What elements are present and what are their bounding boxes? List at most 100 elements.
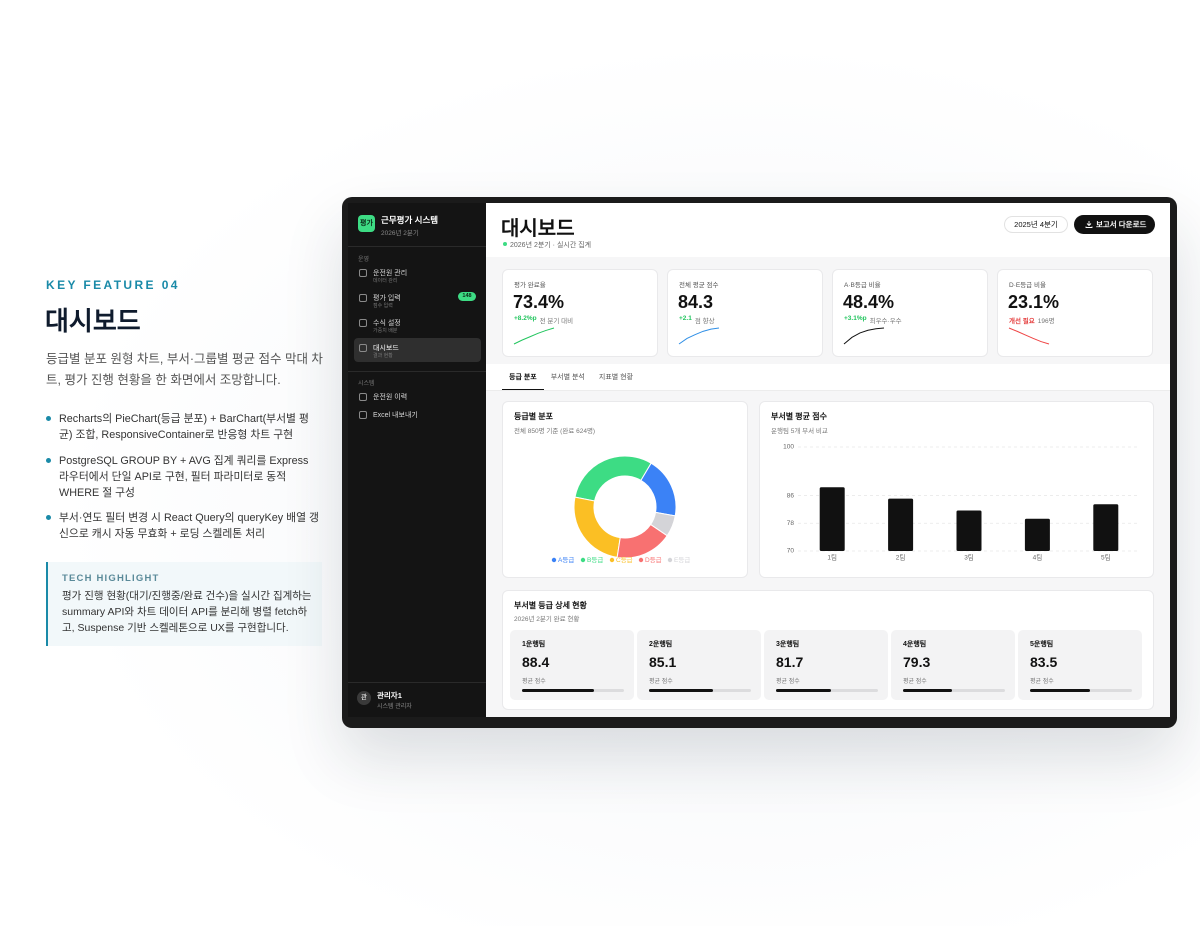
legend-dot: [580, 557, 586, 563]
nav-sub: 점수 입력: [373, 303, 393, 309]
kpi-delta-row: +2.1 점 향상: [679, 315, 715, 325]
team-name: 4운행팀: [903, 641, 927, 648]
x-tick-label: 5팀: [1101, 554, 1111, 562]
team-score-label: 평균 점수: [649, 679, 673, 685]
tab[interactable]: 부서별 분석: [550, 374, 585, 381]
legend-dot: [609, 557, 615, 563]
legend-label: C등급: [616, 556, 633, 564]
kpi-label: 평가 완료율: [514, 282, 546, 289]
bullet-text: 부서·연도 필터 변경 시 React Query의 queryKey 배열 갱…: [59, 512, 319, 540]
tab[interactable]: 지표별 현황: [598, 374, 634, 381]
nav-icon: [359, 344, 367, 352]
team-card: [764, 630, 888, 700]
feature-description: 등급별 분포 원형 차트, 부서·그룹별 평균 점수 막대 차트, 평가 진행 …: [46, 352, 323, 387]
chart-subtitle: 운행팀 5개 부서 비교: [771, 428, 828, 435]
kpi-card: [667, 269, 823, 357]
nav-icon: [359, 319, 367, 327]
kpi-delta-row: +3.1%p 최우수·우수: [844, 315, 902, 325]
team-name: 5운행팀: [1030, 641, 1054, 648]
feature-title: 대시보드: [45, 306, 141, 336]
period-select[interactable]: 2025년 4분기: [1004, 216, 1068, 233]
progress-fill: [649, 689, 714, 692]
chart-subtitle: 전체 850명 기준 (완료 624명): [514, 428, 596, 435]
bar: [1093, 504, 1119, 551]
sparkline: [843, 327, 885, 345]
nav-icon: [359, 294, 367, 302]
nav-label[interactable]: 수식 설정: [373, 320, 401, 327]
bar: [888, 498, 914, 551]
progress-fill: [1030, 689, 1091, 692]
sparkline-line: [843, 327, 885, 345]
nav-icon: [359, 393, 367, 401]
kpi-label: 전체 평균 점수: [679, 282, 719, 289]
legend-dot: [551, 557, 557, 563]
bullet-dot: [46, 515, 51, 520]
nav-sub: 결과 현황: [373, 353, 393, 359]
divider: [348, 682, 486, 683]
sparkline-line: [678, 327, 720, 345]
team-score-label: 평균 점수: [903, 679, 927, 685]
bullet-dot: [46, 458, 51, 463]
sparkline: [513, 327, 555, 345]
nav-section-title: 운영: [358, 257, 370, 263]
user-name: 관리자1: [377, 691, 402, 700]
download-icon: [1085, 221, 1093, 228]
kpi-delta: +8.2%p: [514, 315, 537, 322]
y-tick-label: 100: [783, 444, 794, 451]
legend-dot: [667, 557, 673, 563]
x-tick-label: 1팀: [827, 554, 837, 562]
kpi-value: 48.4%: [843, 292, 895, 312]
nav-label[interactable]: Excel 내보내기: [373, 412, 418, 419]
team-score-label: 평균 점수: [1030, 679, 1054, 685]
detail-subtitle: 2026년 2분기 완료 현황: [514, 616, 580, 623]
progress-track: [649, 689, 751, 692]
divider: [348, 371, 486, 372]
bar: [956, 510, 982, 551]
nav-icon: [359, 411, 367, 419]
nav-active-bg: [354, 338, 481, 362]
team-score: 83.5: [1030, 654, 1058, 670]
progress-fill: [903, 689, 952, 692]
logo: 평가: [358, 215, 375, 232]
kpi-card: [832, 269, 988, 357]
kpi-label: D·E등급 비율: [1009, 282, 1046, 289]
bullet-text: Recharts의 PieChart(등급 분포) + BarChart(부서별…: [59, 413, 309, 441]
team-card: [1018, 630, 1142, 700]
team-score: 88.4: [522, 654, 550, 670]
progress-fill: [522, 689, 595, 692]
nav-sub: 가중치 배분: [373, 328, 398, 334]
nav-label[interactable]: 대시보드: [373, 345, 399, 352]
bar: [819, 487, 845, 551]
kpi-delta-row: +8.2%p 전 분기 대비: [514, 315, 573, 325]
avatar: 관: [357, 691, 371, 705]
kpi-note: 점 향상: [694, 318, 715, 325]
pie-slice: [649, 511, 676, 537]
app-name: 근무평가 시스템: [381, 215, 439, 225]
legend-label: D등급: [645, 556, 662, 564]
tab[interactable]: 등급 분포: [502, 369, 544, 390]
chart: A등급 B등급 C등급 D등급 E등급: [551, 455, 690, 564]
tabs: 등급 분포 부서별 분석 지표별 현황: [502, 369, 640, 390]
nav-label[interactable]: 평가 입력: [373, 295, 401, 302]
kpi-label: A·B등급 비율: [844, 282, 881, 289]
kpi-value: 73.4%: [513, 292, 565, 312]
team-score: 81.7: [776, 654, 804, 670]
download-button[interactable]: [1074, 215, 1155, 234]
y-tick-label: 70: [787, 548, 795, 555]
nav-label[interactable]: 운전원 관리: [373, 270, 408, 277]
team-score-label: 평균 점수: [522, 679, 546, 685]
legend-label: A등급: [558, 556, 574, 564]
legend-dot: [638, 557, 644, 563]
x-tick-label: 4팀: [1033, 554, 1043, 562]
highlight-box: [46, 562, 322, 646]
sparkline: [1008, 327, 1050, 345]
nav-label[interactable]: 운전원 이력: [373, 394, 408, 401]
download-label: 보고서 다운로드: [1096, 220, 1147, 229]
nav-section-title: 시스템: [358, 381, 375, 387]
y-tick-label: 86: [787, 492, 795, 499]
kpi-delta: 개선 필요: [1009, 318, 1035, 325]
progress-fill: [776, 689, 832, 692]
team-name: 1운행팀: [522, 641, 546, 648]
